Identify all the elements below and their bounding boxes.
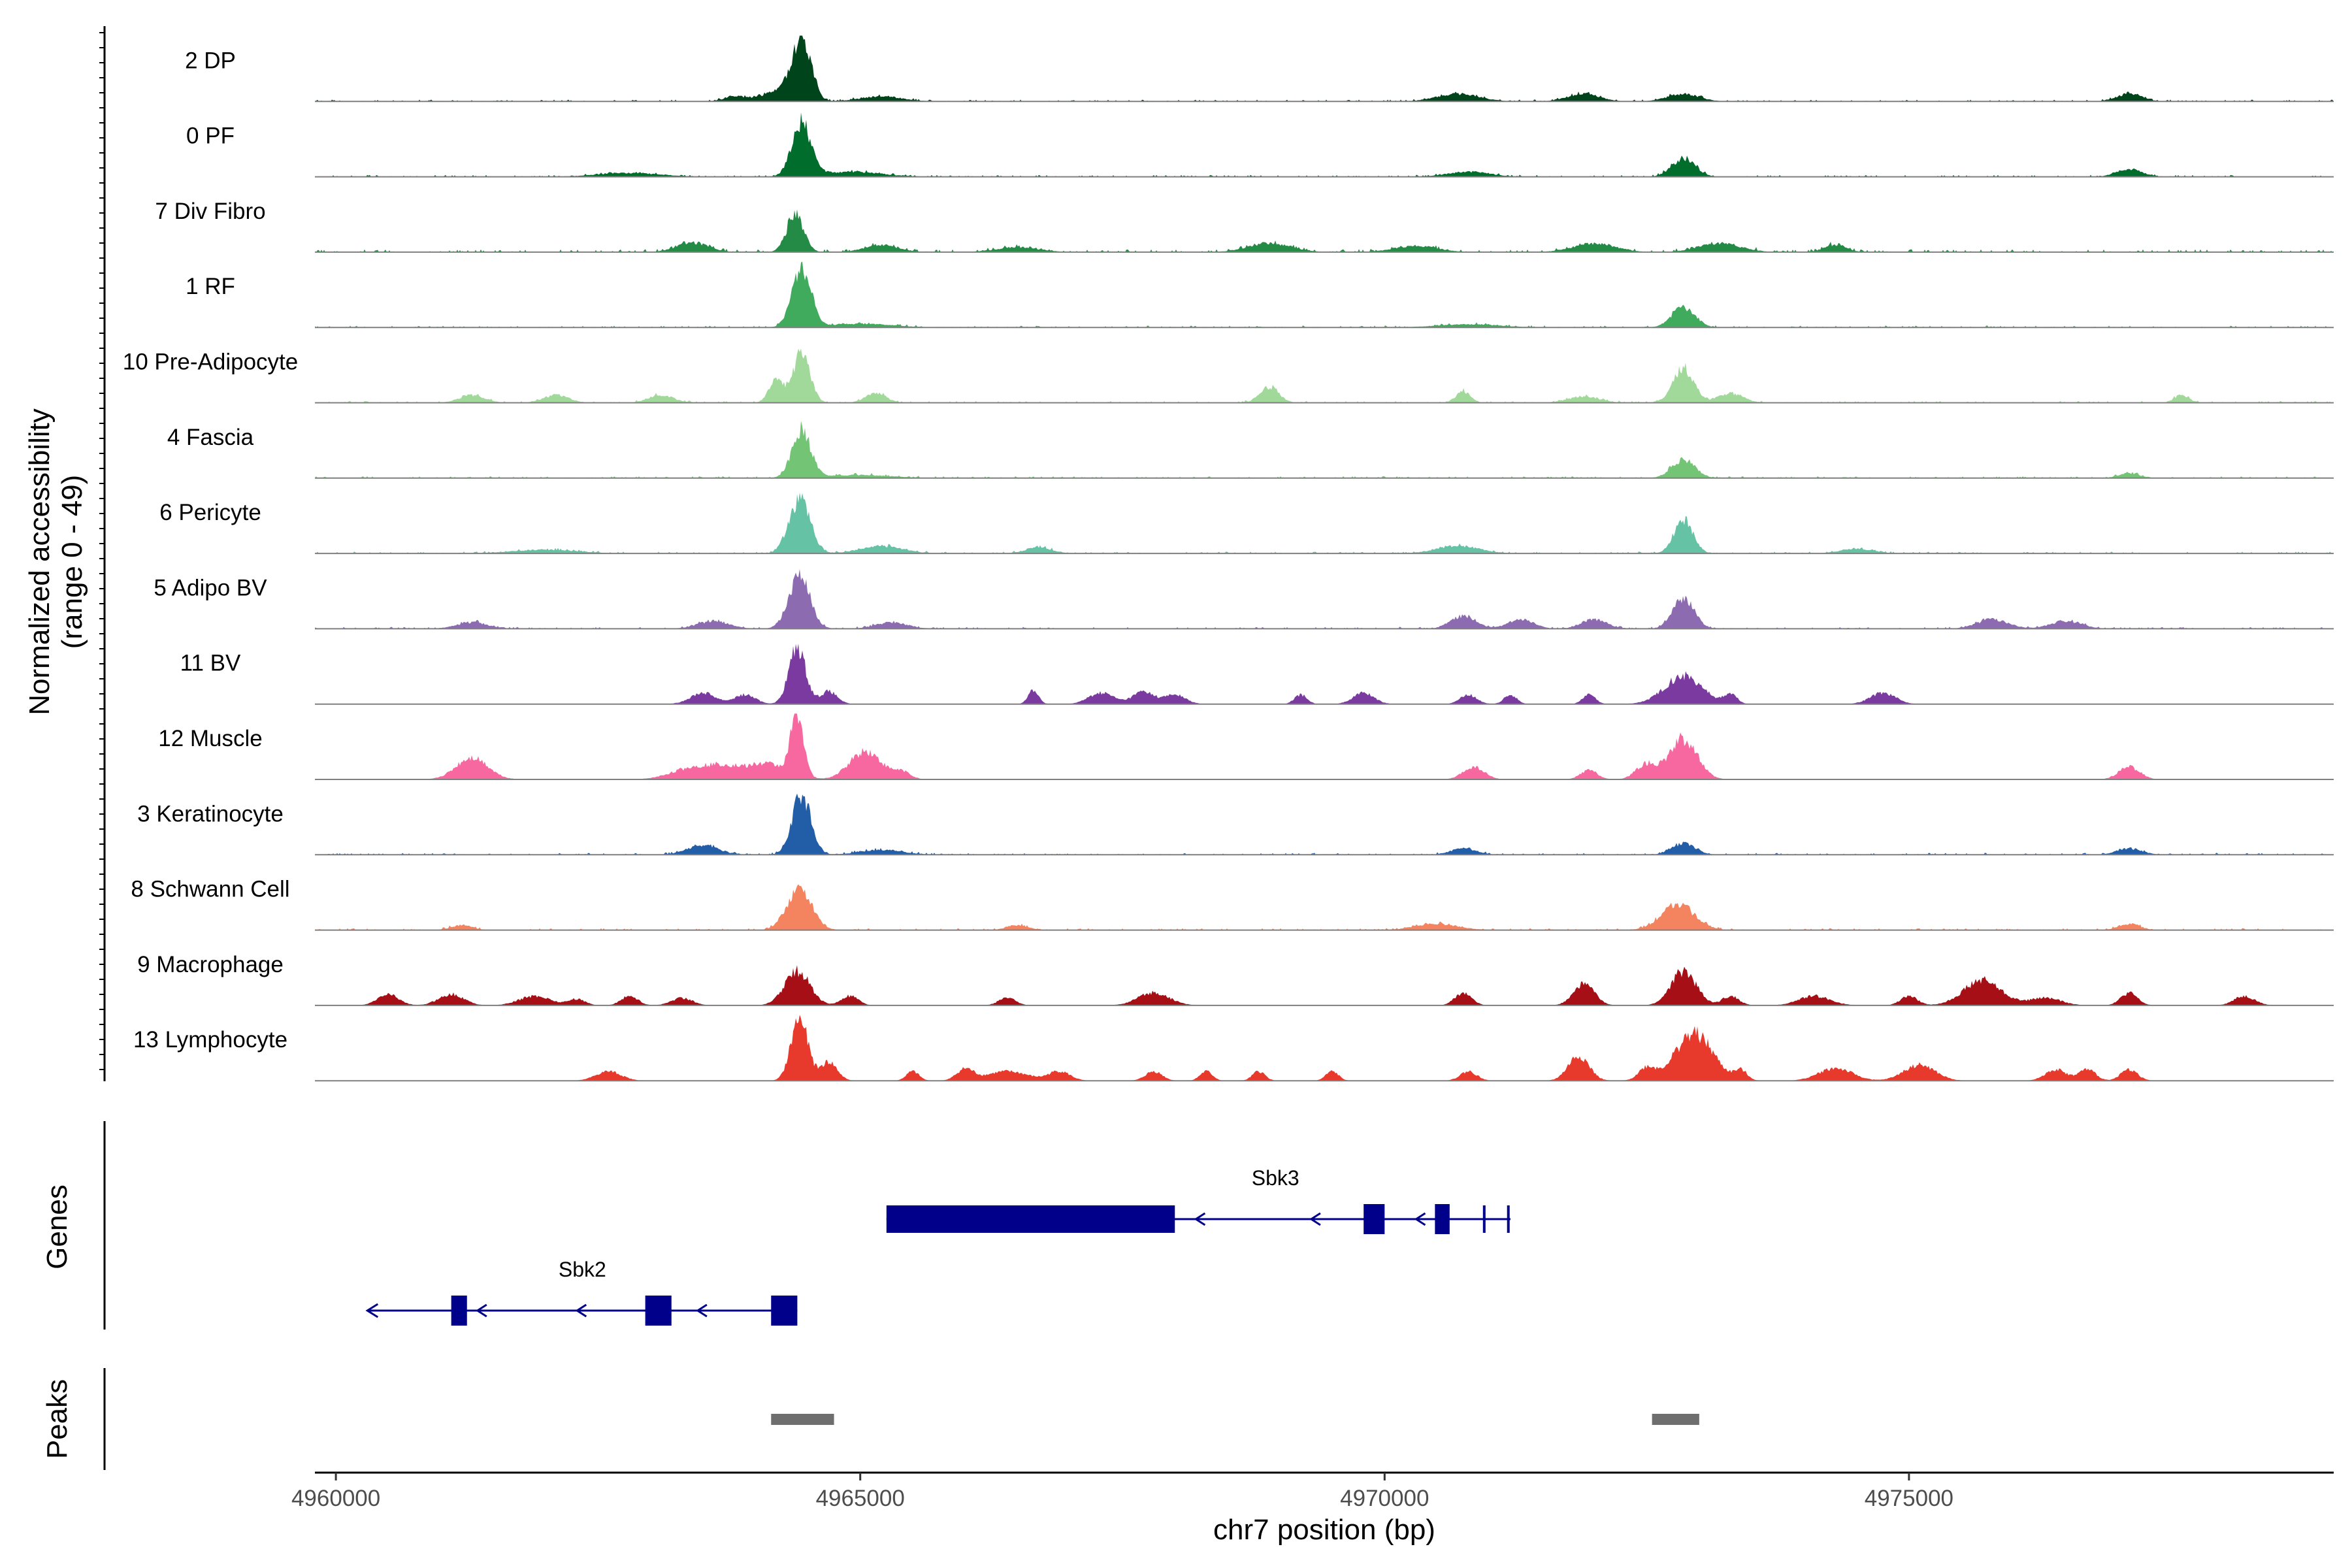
track-label: 9 Macrophage: [137, 952, 284, 977]
track-label: 4 Fascia: [167, 425, 254, 450]
strand-arrow: [696, 1303, 708, 1318]
coverage-area: [315, 713, 2334, 779]
x-tick-label: 4965000: [816, 1486, 905, 1511]
gene-models: Sbk3 Sbk2: [365, 1166, 1511, 1326]
track-13-lymphocyte: 13 Lymphocyte: [133, 1015, 2334, 1082]
track-label: 8 Schwann Cell: [131, 877, 289, 902]
track-7-div-fibro: 7 Div Fibro: [155, 199, 2334, 253]
track-2-dp: 2 DP: [185, 35, 2334, 103]
track-label: 10 Pre-Adipocyte: [123, 350, 298, 375]
track-3-keratinocyte: 3 Keratinocyte: [137, 793, 2334, 856]
strand-arrow: [1309, 1212, 1321, 1226]
coverage-tracks: 2 DP 0 PF 7 Div Fibro 1 RF 10 Pre-Adipocyte 4…: [123, 35, 2334, 1082]
y-axis-title-line2: (range 0 - 49): [56, 475, 88, 649]
coverage-area: [315, 965, 2334, 1005]
track-12-muscle: 12 Muscle: [158, 713, 2334, 780]
peak-region: [771, 1414, 834, 1425]
x-tick-label: 4960000: [291, 1486, 380, 1511]
gene-exon: [1364, 1204, 1385, 1234]
track-label: 1 RF: [186, 274, 235, 299]
y-axis: [99, 26, 106, 1081]
coverage-area: [315, 35, 2334, 102]
coverage-area: [315, 568, 2334, 629]
gene-name-label: Sbk2: [559, 1258, 606, 1281]
gene-exon: [886, 1205, 1175, 1233]
x-axis-ticks: 4960000 4965000 4970000 4975000: [291, 1473, 1953, 1511]
strand-arrow: [1414, 1212, 1426, 1226]
coverage-area: [315, 112, 2334, 177]
peak-regions: [771, 1414, 1699, 1425]
track-label: 7 Div Fibro: [155, 199, 265, 224]
genes-track-title: Genes: [41, 1184, 73, 1269]
track-label: 11 BV: [180, 651, 241, 676]
strand-arrow: [1194, 1212, 1206, 1226]
track-label: 6 Pericyte: [159, 500, 261, 525]
track-1-rf: 1 RF: [186, 261, 2334, 329]
track-6-pericyte: 6 Pericyte: [159, 492, 2334, 555]
track-label: 0 PF: [186, 123, 235, 149]
track-label: 12 Muscle: [158, 726, 263, 751]
track-5-adipo-bv: 5 Adipo BV: [154, 568, 2334, 630]
track-8-schwann-cell: 8 Schwann Cell: [131, 877, 2334, 931]
coverage-area: [315, 261, 2334, 328]
track-9-macrophage: 9 Macrophage: [137, 952, 2334, 1006]
track-10-pre-adipocyte: 10 Pre-Adipocyte: [123, 348, 2334, 404]
coverage-area: [315, 348, 2334, 403]
coverage-area: [315, 793, 2334, 855]
peaks-track-title: Peaks: [41, 1379, 73, 1459]
x-axis-title: chr7 position (bp): [1213, 1514, 1435, 1546]
coverage-area: [315, 1015, 2334, 1081]
track-4-fascia: 4 Fascia: [167, 421, 2334, 479]
gene-exon: [645, 1296, 672, 1326]
track-label: 2 DP: [185, 48, 236, 73]
gene-exon: [1435, 1204, 1450, 1234]
gene-sbk2: Sbk2: [365, 1258, 798, 1326]
x-tick-label: 4975000: [1865, 1486, 1953, 1511]
gene-exon: [451, 1296, 467, 1326]
strand-arrow: [476, 1303, 487, 1318]
y-axis-title-line1: Normalized accessibility: [24, 408, 56, 715]
track-label: 13 Lymphocyte: [133, 1027, 287, 1053]
peak-region: [1652, 1414, 1699, 1425]
track-0-pf: 0 PF: [186, 112, 2334, 178]
y-axis-title: Normalized accessibility (range 0 - 49): [24, 408, 88, 715]
gene-name-label: Sbk3: [1252, 1166, 1299, 1190]
strand-arrow: [365, 1303, 379, 1318]
strand-arrow: [575, 1303, 587, 1318]
x-tick-label: 4970000: [1340, 1486, 1429, 1511]
gene-exon: [771, 1296, 798, 1326]
coverage-area: [315, 492, 2334, 554]
coverage-area: [315, 209, 2334, 252]
track-11-bv: 11 BV: [180, 644, 2334, 705]
coverage-area: [315, 644, 2334, 704]
coverage-area: [315, 884, 2334, 930]
track-label: 5 Adipo BV: [154, 575, 267, 600]
gene-sbk3: Sbk3: [886, 1166, 1511, 1234]
coverage-area: [315, 421, 2334, 478]
track-label: 3 Keratinocyte: [137, 801, 284, 826]
